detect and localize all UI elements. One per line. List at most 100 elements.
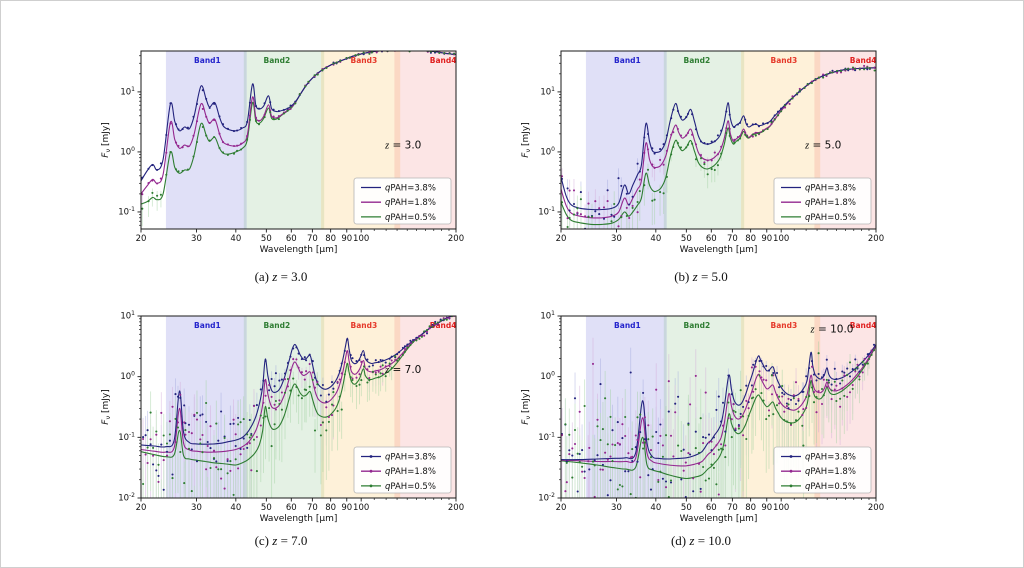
data-point [609, 479, 612, 482]
curve-qPAH3.8 [561, 67, 876, 211]
data-point [377, 376, 380, 379]
data-point [636, 211, 639, 214]
data-point [412, 340, 415, 343]
data-point [785, 420, 788, 423]
data-point [217, 468, 220, 471]
data-point [762, 122, 765, 125]
x-tick-label: 100 [773, 503, 789, 513]
data-point [311, 371, 314, 374]
data-point [177, 128, 180, 131]
x-tick-label: 40 [230, 234, 241, 244]
data-point [792, 397, 795, 400]
data-point [423, 330, 426, 333]
data-point [168, 439, 171, 442]
data-point [292, 347, 295, 350]
data-point [628, 203, 631, 206]
data-point [785, 405, 788, 408]
data-point [278, 399, 281, 402]
data-point [625, 192, 628, 195]
legend-label: qPAH=1.8% [385, 467, 436, 477]
band1-label: Band1 [614, 56, 641, 65]
data-point [289, 104, 292, 107]
data-point [839, 382, 842, 385]
axes-frame [140, 50, 457, 230]
data-point [789, 422, 793, 425]
data-point [651, 147, 654, 150]
data-point [796, 92, 799, 95]
data-point [448, 316, 451, 319]
data-point [851, 387, 854, 390]
data-points [142, 316, 456, 496]
data-point [280, 391, 283, 394]
data-point [733, 138, 736, 141]
data-point [625, 214, 628, 218]
data-point [734, 429, 737, 432]
redshift-annotation: z = 5.0 [804, 139, 841, 151]
data-point [273, 385, 276, 388]
data-point [229, 422, 232, 426]
data-point [694, 447, 697, 450]
data-point [812, 401, 816, 404]
data-point [268, 383, 271, 387]
data-point [316, 381, 319, 384]
legend-marker-dot [789, 455, 793, 458]
data-point [587, 501, 589, 503]
data-point [165, 450, 169, 453]
data-point [294, 102, 297, 105]
data-point [810, 80, 813, 83]
band3-label: Band3 [351, 321, 378, 330]
x-axis-label: Wavelength [μm] [260, 514, 338, 524]
data-point [727, 401, 730, 404]
data-point [617, 177, 620, 180]
legend-label: qPAH=1.8% [805, 198, 856, 208]
data-point [757, 132, 761, 135]
data-point [179, 450, 182, 454]
data-point [183, 421, 186, 424]
data-point [682, 448, 685, 451]
data-point [758, 359, 761, 363]
data-point [780, 110, 783, 113]
data-point [672, 145, 675, 149]
data-point [747, 407, 750, 410]
data-point [420, 335, 423, 338]
data-point [248, 442, 251, 445]
data-point [689, 562, 691, 564]
data-point [160, 443, 163, 446]
data-point [699, 140, 703, 143]
data-point [223, 487, 226, 490]
data-point [561, 201, 564, 204]
data-point [151, 179, 154, 182]
data-point [788, 99, 791, 102]
data-point [313, 429, 317, 432]
data-point [672, 563, 674, 565]
data-point [724, 456, 727, 459]
data-point [754, 131, 757, 134]
data-point [873, 69, 876, 72]
axes-frame [140, 315, 457, 499]
data-point [176, 426, 180, 429]
data-point [226, 472, 229, 475]
data-point [643, 136, 646, 139]
data-point [565, 461, 568, 464]
data-point [745, 437, 748, 441]
data-point [851, 66, 855, 69]
data-point [246, 138, 249, 141]
data-point [699, 490, 702, 493]
data-point [412, 338, 415, 342]
data-point [863, 64, 866, 67]
data-point [336, 380, 339, 383]
data-point [686, 143, 690, 146]
data-point [384, 365, 387, 368]
data-point [596, 454, 599, 457]
data-point [205, 115, 208, 118]
data-point [208, 106, 211, 109]
data-point [174, 393, 177, 396]
y-tick-label: 10-2 [538, 492, 555, 504]
x-tick-label: 80 [745, 234, 756, 244]
data-point [583, 476, 586, 480]
data-point [780, 107, 783, 110]
data-point [232, 493, 235, 496]
x-tick-label: 30 [611, 234, 622, 244]
x-tick-label: 200 [868, 503, 884, 513]
data-point [694, 158, 698, 161]
